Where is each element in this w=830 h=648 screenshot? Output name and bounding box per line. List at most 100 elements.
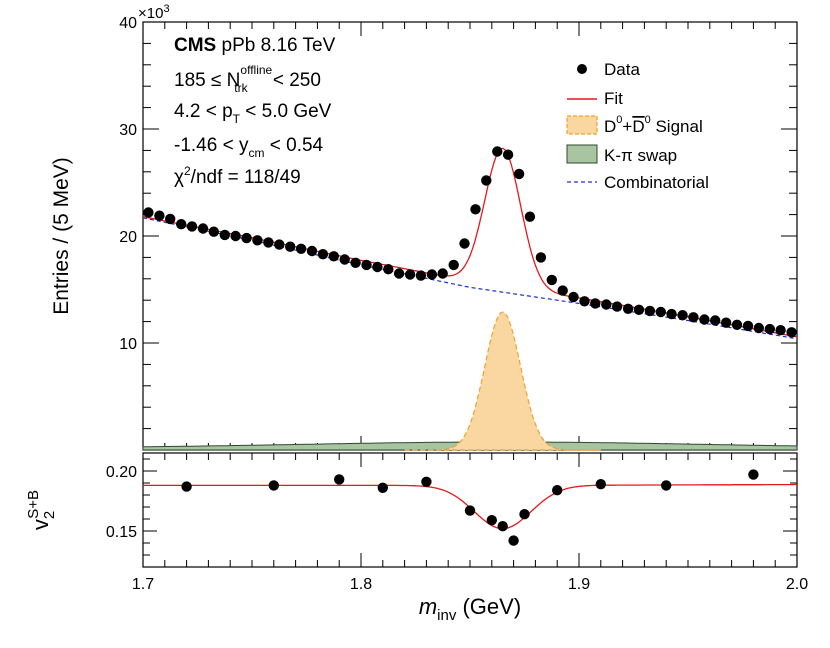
upper-data-point (666, 308, 677, 320)
lower-y-tick-label: 0.20 (106, 464, 137, 481)
upper-data-point (383, 264, 394, 275)
upper-data-point (448, 259, 459, 271)
lower-data-point (377, 482, 388, 493)
legend-data-marker (577, 64, 587, 74)
legend-fit-label: Fit (604, 89, 623, 108)
upper-data-point (502, 149, 514, 160)
annotations: CMS pPb 8.16 TeV 185 ≤ Noffline trk < 250… (174, 35, 336, 188)
upper-data-point (219, 229, 230, 241)
upper-data-point (186, 221, 198, 232)
legend-signal-label: D0+D0 Signal (604, 114, 703, 136)
upper-data-point (786, 327, 797, 338)
upper-data-point (742, 320, 754, 332)
lower-data-point (552, 485, 563, 496)
upper-data-point (208, 226, 219, 237)
upper-data-point (688, 312, 699, 323)
annotation-pt: 4.2 < pT < 5.0 GeV (174, 101, 332, 126)
upper-data-point (361, 259, 372, 271)
upper-data-point (699, 314, 710, 325)
annotation-multiplicity: 185 ≤ Noffline trk < 250 (174, 63, 321, 95)
upper-data-point (513, 168, 525, 180)
x-tick-label: 1.9 (568, 576, 590, 593)
lower-axes: 0.15 0.20 1.7 1.8 1.9 2.0 (106, 453, 808, 593)
upper-data-point (437, 268, 448, 279)
x-axis-label: minv (GeV) (419, 594, 521, 624)
lower-data-point (595, 479, 606, 490)
upper-data-point (404, 269, 416, 280)
legend: Data Fit D0+D0 Signal K-π swap Combinato… (566, 60, 709, 192)
legend-swap-marker (566, 144, 598, 164)
upper-data-point (568, 291, 579, 303)
upper-data-point (731, 319, 743, 330)
upper-data-point (481, 175, 492, 186)
legend-signal-marker (566, 115, 598, 135)
upper-data-point (633, 304, 645, 315)
lower-data-points (181, 469, 759, 546)
upper-data-point (415, 270, 427, 281)
lower-data-point (268, 480, 279, 491)
upper-data-point (263, 237, 274, 248)
upper-data-point (535, 252, 547, 263)
upper-data-point (546, 274, 557, 286)
upper-data-point (285, 241, 296, 252)
lower-data-point (421, 476, 432, 487)
upper-data-point (611, 301, 623, 312)
upper-data-point (655, 306, 666, 318)
upper-data-point (775, 325, 786, 336)
legend-swap-label: K-π swap (604, 146, 677, 165)
upper-data-point (143, 207, 154, 218)
lower-data-point (519, 509, 530, 520)
lower-data-point (181, 481, 192, 492)
upper-data-point (590, 298, 601, 309)
upper-data-point (470, 204, 481, 215)
upper-data-point (306, 245, 318, 257)
upper-data-point (764, 323, 775, 335)
upper-data-point (677, 310, 688, 321)
upper-data-point (557, 285, 568, 296)
upper-data-point (317, 249, 329, 260)
upper-y-tick-label: 10 (119, 336, 137, 353)
upper-data-point (459, 238, 470, 249)
upper-axes: 10 20 30 40 (119, 15, 798, 451)
upper-data-point (372, 261, 383, 273)
x-tick-label: 2.0 (786, 576, 808, 593)
annotation-chi2: χ2/ndf = 118/49 (174, 164, 301, 188)
lower-data-point (334, 474, 345, 485)
upper-data-point (252, 235, 263, 246)
x-tick-label: 1.7 (132, 576, 154, 593)
upper-data-point (601, 299, 612, 310)
upper-y-tick-label: 20 (119, 229, 137, 246)
upper-data-point (710, 315, 721, 326)
lower-data-point (748, 469, 759, 480)
y-multiplier-exp: 3 (163, 3, 169, 15)
upper-data-point (524, 211, 536, 222)
legend-data-label: Data (604, 60, 640, 79)
upper-y-axis-label: Entries / (5 MeV) (50, 157, 73, 315)
upper-data-point (622, 303, 634, 314)
lower-data-point (464, 505, 476, 516)
combinatorial-line (142, 217, 798, 340)
upper-data-point (579, 296, 590, 307)
lower-data-point (486, 515, 497, 526)
upper-y-tick-label: 30 (119, 122, 137, 139)
upper-data-point (350, 257, 361, 268)
lower-y-axis-label: v2S+B (25, 490, 58, 530)
upper-data-point (328, 251, 339, 262)
annotation-system: CMS pPb 8.16 TeV (174, 35, 336, 56)
upper-data-point (165, 213, 176, 225)
lower-data-point (661, 480, 672, 491)
upper-data-point (230, 230, 241, 242)
lower-data-point (497, 521, 508, 532)
upper-data-point (753, 322, 764, 334)
signal-area (404, 311, 601, 451)
upper-data-point (154, 210, 165, 221)
x-tick-label: 1.8 (350, 576, 372, 593)
lower-y-tick-label: 0.15 (106, 524, 137, 541)
lower-data-point (508, 535, 519, 546)
fit-line (142, 147, 798, 338)
y-multiplier: ×103 (138, 3, 170, 22)
upper-data-point (339, 254, 350, 265)
upper-data-points (143, 146, 797, 338)
